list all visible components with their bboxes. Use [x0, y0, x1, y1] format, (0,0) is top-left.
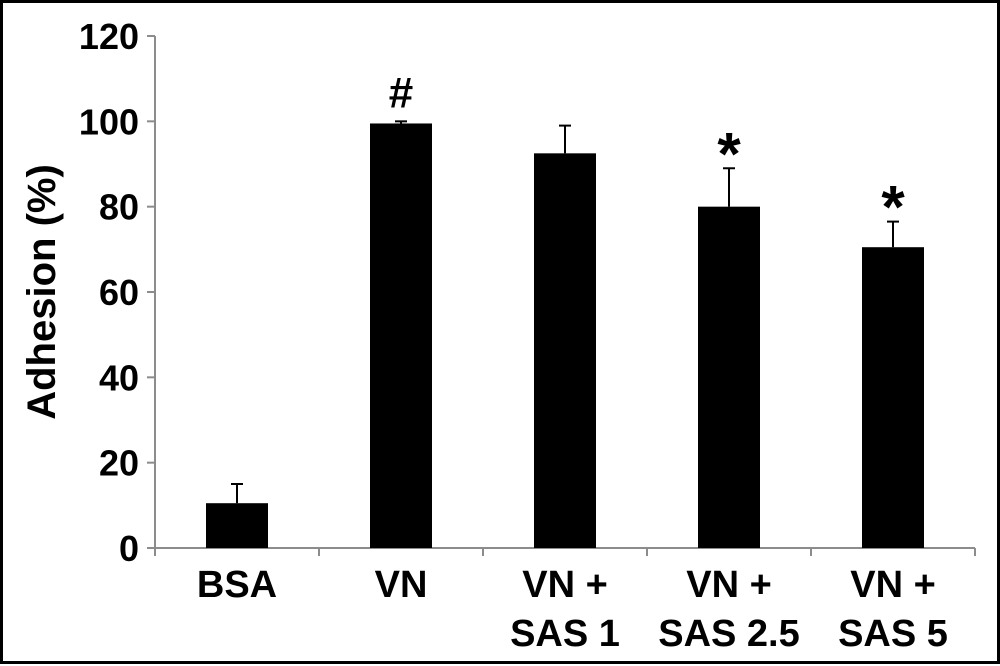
significance-marker: *: [717, 120, 741, 187]
annotations: # * *: [389, 68, 906, 240]
y-tick-label: 120: [79, 16, 139, 57]
bar-chart: 0 20 40 60 80 100 120 # * * BSA VN VN + SAS 1 VN + SA…: [20, 16, 976, 655]
x-tick-labels: BSA VN VN + SAS 1 VN + SAS 2.5 VN + SAS 5: [197, 564, 948, 655]
x-tick-label: SAS 5: [838, 613, 948, 655]
y-tick-label: 0: [119, 528, 139, 569]
x-tick-label: BSA: [197, 564, 277, 606]
x-tick-label: SAS 2.5: [658, 613, 800, 655]
x-tick-label: VN +: [522, 564, 608, 606]
y-tick-label: 60: [99, 272, 139, 313]
y-tick-label: 80: [99, 187, 139, 228]
x-tick-label: SAS 1: [510, 613, 620, 655]
x-tick-label: VN: [375, 564, 428, 606]
y-axis: 0 20 40 60 80 100 120: [79, 16, 156, 569]
y-tick-label: 20: [99, 443, 139, 484]
error-bars: [231, 120, 899, 504]
significance-marker: *: [881, 174, 905, 241]
y-axis-label: Adhesion (%): [20, 164, 64, 420]
bar: [862, 247, 924, 548]
significance-marker: #: [389, 68, 413, 117]
bars: [206, 123, 924, 549]
bar: [206, 503, 268, 548]
y-tick-label: 100: [79, 101, 139, 142]
bar: [370, 123, 432, 548]
y-tick-label: 40: [99, 357, 139, 398]
x-tick-label: VN +: [850, 564, 936, 606]
bar: [534, 153, 596, 549]
x-tick-label: VN +: [686, 564, 772, 606]
x-axis: [154, 547, 976, 556]
bar: [698, 206, 760, 548]
